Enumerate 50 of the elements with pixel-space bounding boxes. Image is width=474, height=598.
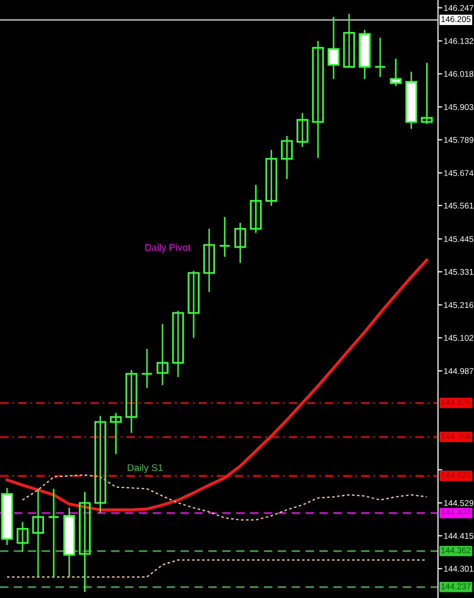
candlestick: [32, 488, 44, 578]
y-tick-label: 146.018: [444, 70, 474, 77]
y-tick-label: 145.102: [444, 334, 474, 341]
candlestick: [420, 62, 433, 125]
annotation: Daily S1: [128, 464, 163, 474]
y-tick-label: 145.216: [444, 302, 474, 308]
y-tick-label: 145.789: [444, 136, 474, 143]
y-tick-label: 145.674: [444, 170, 474, 176]
candlestick: [312, 40, 324, 159]
ref-line-label: 146.205: [441, 16, 471, 22]
candlestick: [250, 184, 262, 234]
candlestick: [265, 149, 278, 206]
candlestick: [172, 310, 184, 378]
ref-line-label: 144.362: [441, 547, 470, 554]
candlestick: [328, 16, 340, 80]
y-tick-label: 146.132: [444, 38, 474, 44]
y-tick-label: 145.561: [444, 202, 474, 209]
ref-line-label: 144.494: [441, 509, 471, 516]
candlestick: [234, 222, 246, 264]
candlestick: [296, 112, 308, 148]
y-tick-label: 145.903: [444, 104, 474, 110]
candlestick: [390, 58, 402, 87]
y-tick-label: 144.529: [444, 500, 474, 506]
candlestick: [203, 228, 216, 293]
line-series: [6, 258, 428, 512]
ref-line-label: 144.876: [441, 399, 471, 406]
ref-line-label: 144.623: [441, 472, 471, 478]
ref-line-label: 144.237: [441, 583, 470, 590]
candlestick: [343, 13, 355, 68]
candlestick: [125, 369, 138, 434]
y-tick-label: 144.415: [444, 533, 474, 539]
candlestick: [374, 37, 386, 78]
annotation: Daily Pivot: [145, 244, 190, 253]
line-series: [22, 474, 428, 521]
y-tick-label: 145.331: [444, 268, 474, 275]
candlestick: [218, 216, 231, 258]
candlestick: [78, 491, 91, 593]
candlestick: [280, 135, 293, 180]
candlestick: [156, 323, 168, 386]
candlestick: [48, 488, 60, 578]
candlestick: [16, 521, 28, 553]
candlestick: [188, 270, 200, 338]
y-tick-label: 145.445: [444, 236, 474, 242]
y-tick-label: 144.301: [444, 566, 474, 572]
ref-line-label: 144.758: [441, 433, 471, 440]
candlestick: [110, 412, 122, 455]
candlestick: [141, 348, 153, 389]
candlestick: [94, 415, 106, 514]
y-tick-label: 146.247: [444, 4, 474, 11]
y-tick-label: 144.987: [444, 368, 474, 374]
